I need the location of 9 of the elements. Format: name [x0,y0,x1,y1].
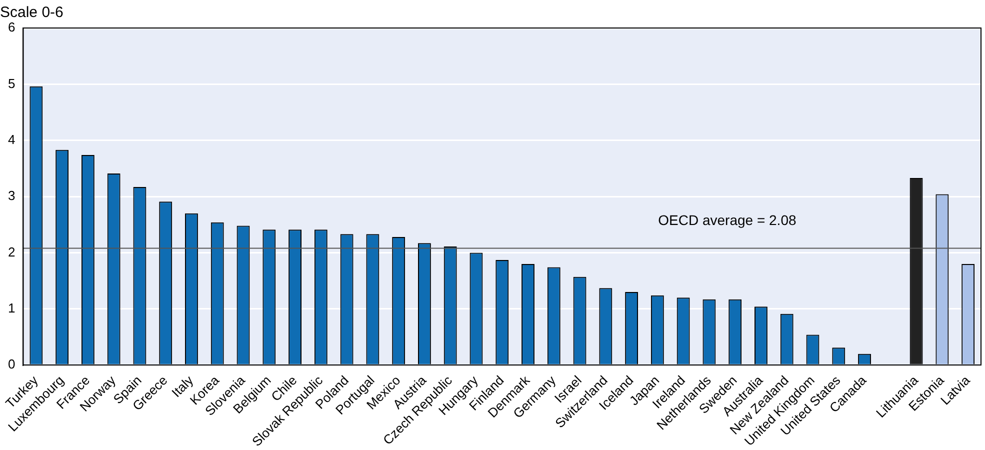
y-tick-label: 0 [8,356,16,372]
y-axis-title: Scale 0-6 [0,4,64,22]
y-tick-label: 3 [8,188,16,204]
y-tick-label: 5 [8,76,16,91]
y-tick-label: 2 [8,244,16,260]
y-tick-label: 1 [8,300,16,316]
ref-line-label: OECD average = 2.08 [658,212,796,228]
y-tick-label: 6 [8,20,16,35]
y-tick-label: 4 [8,132,16,147]
